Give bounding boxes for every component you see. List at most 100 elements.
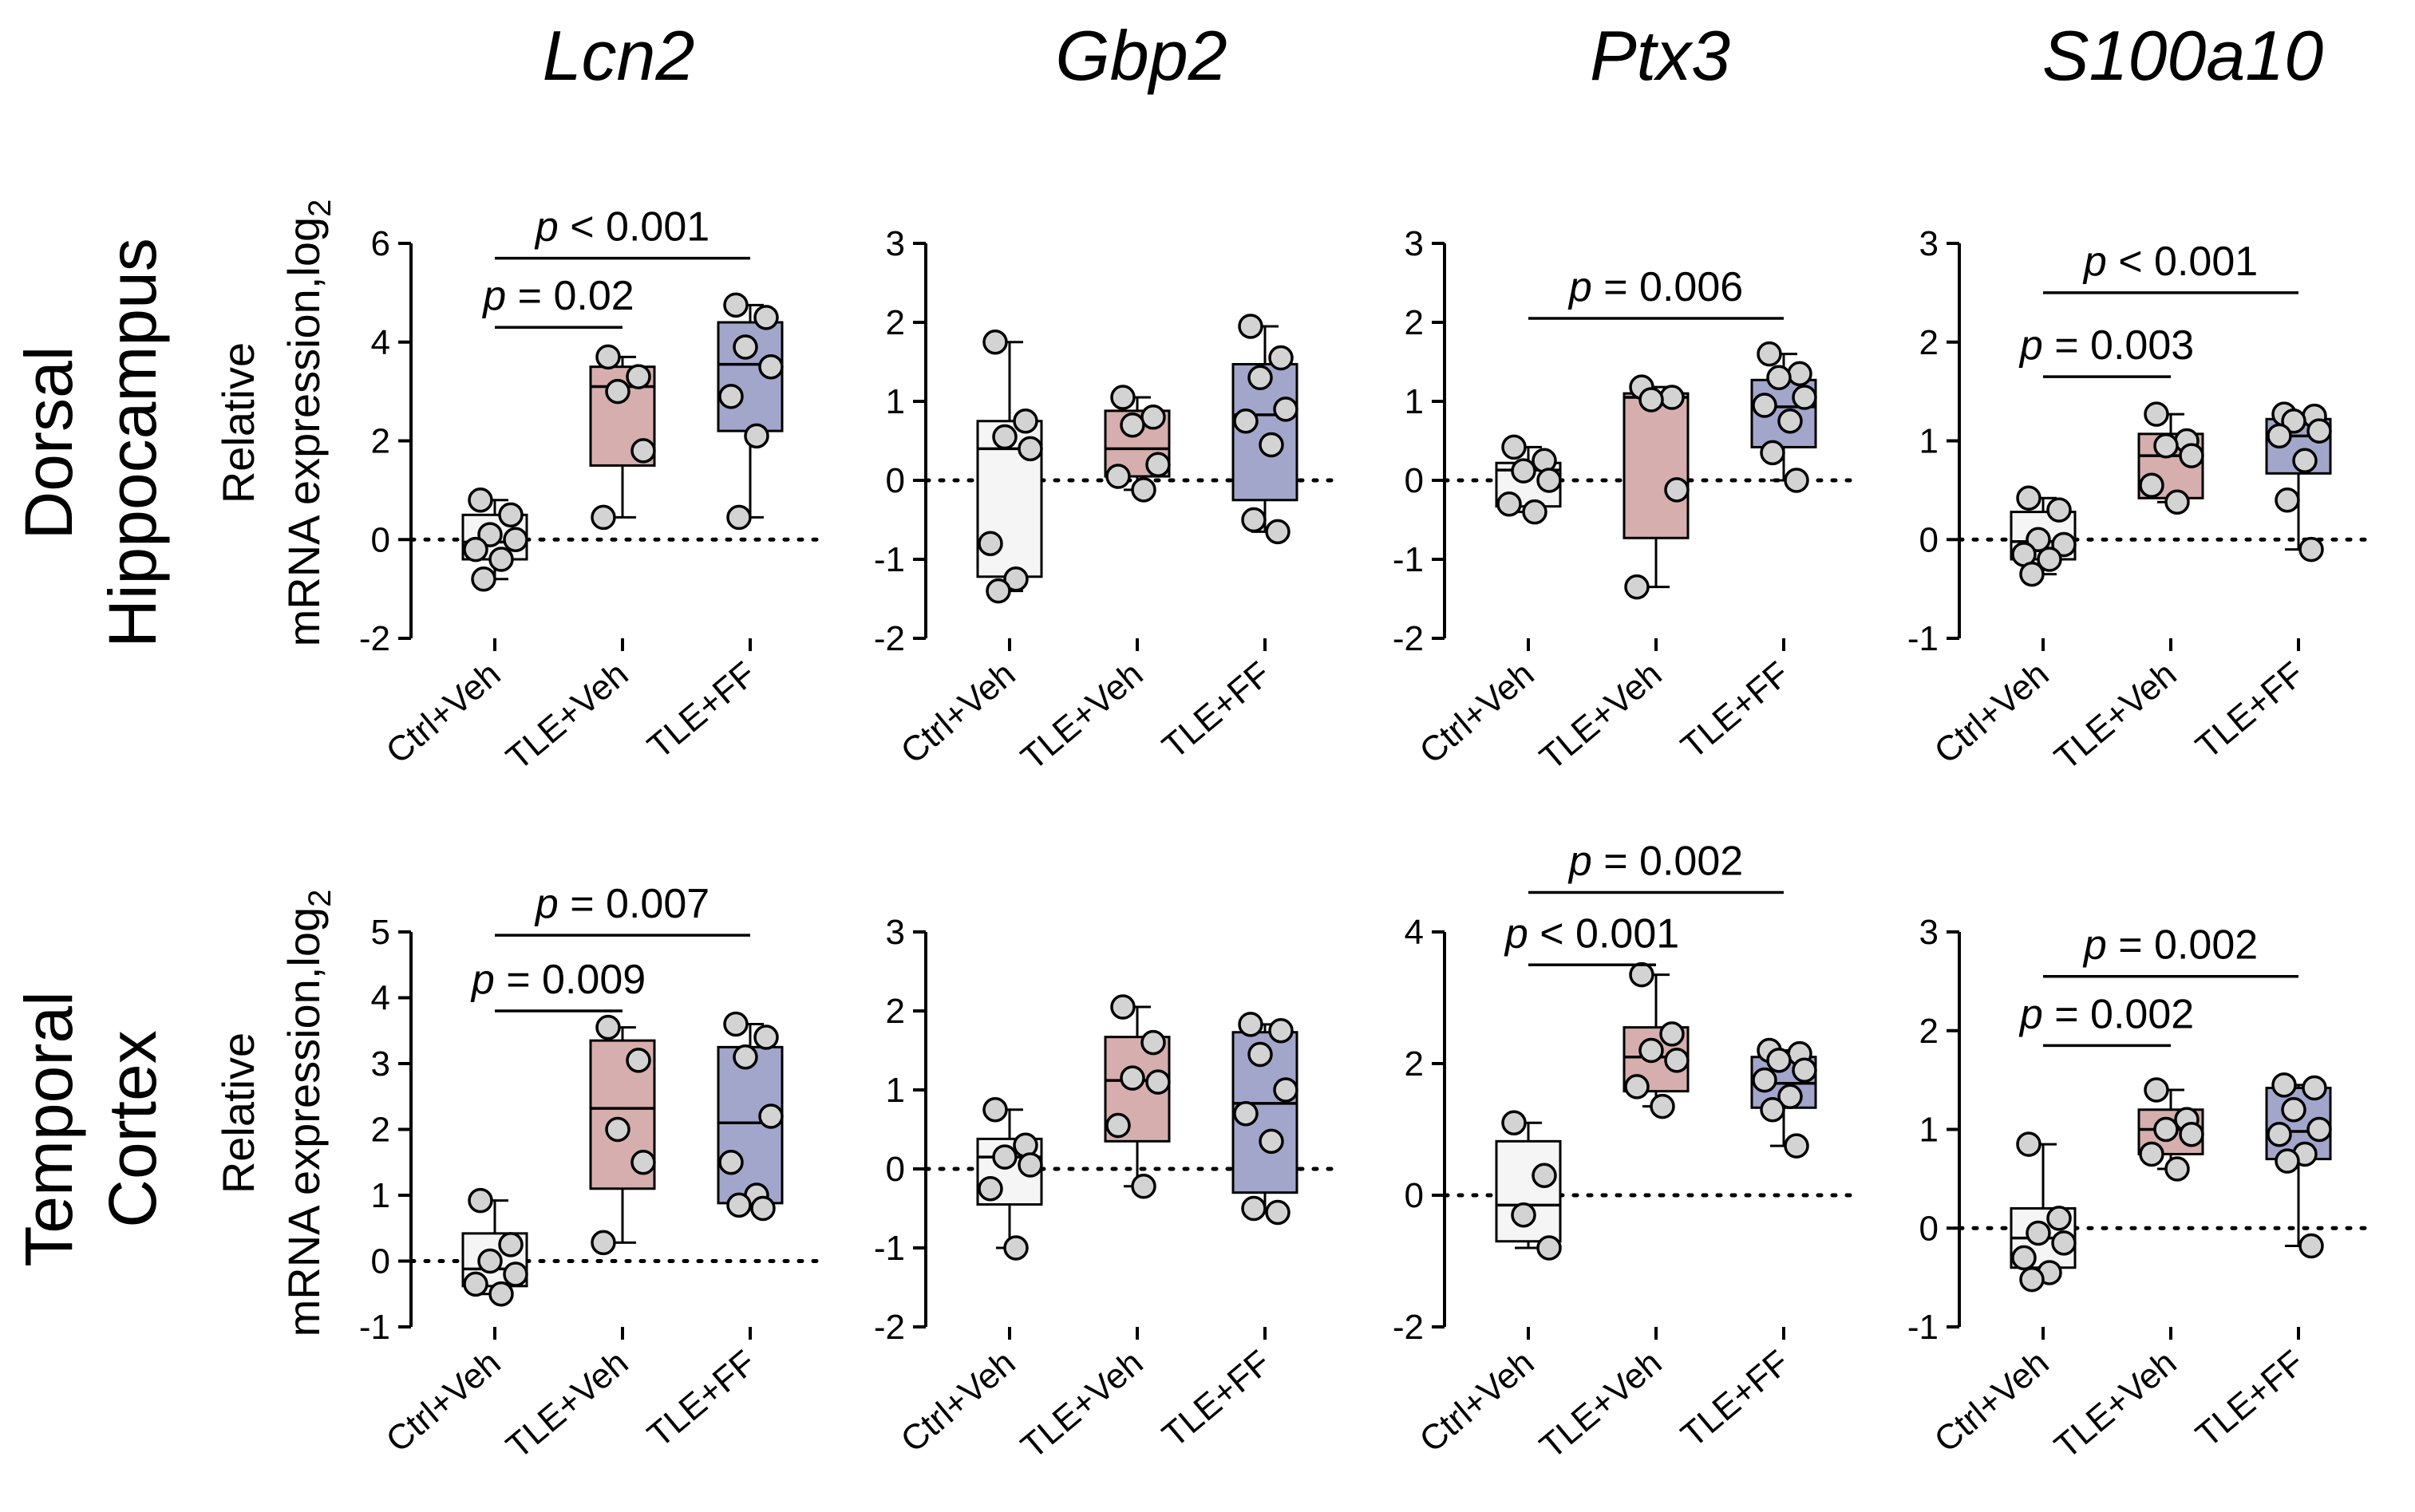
data-point (503, 1261, 528, 1287)
row-label-cortex: Cortex (95, 1030, 170, 1227)
x-tick-label-tle-veh: TLE+Veh (499, 1343, 635, 1467)
y-title-sub: 2 (302, 199, 338, 217)
box-group-tle-veh (2137, 1077, 2204, 1182)
y-tick-label: -2 (359, 619, 390, 658)
data-point (498, 502, 524, 528)
data-point (2153, 1116, 2179, 1143)
data-point (1273, 397, 1298, 422)
p-symbol: p (1567, 839, 1592, 885)
data-point (1241, 1195, 1267, 1222)
p-value-label: p = 0.002 (2082, 922, 2258, 969)
data-point (1511, 1202, 1536, 1228)
y-tick-label: 0 (1919, 520, 1939, 559)
row-label-temporal: Temporal (11, 991, 86, 1266)
data-point (2016, 1131, 2041, 1157)
p-value-label: p = 0.02 (481, 273, 634, 319)
data-point (1140, 1029, 1166, 1056)
row-label-dorsal: Dorsal (11, 346, 86, 540)
box-group-ctrl-veh (2010, 1131, 2077, 1293)
y-tick-label: 4 (371, 979, 390, 1018)
data-point (1757, 341, 1782, 367)
data-point (630, 438, 656, 464)
p-value-text: < 0.001 (559, 204, 709, 251)
x-tick-label-tle-veh: TLE+Veh (1014, 654, 1150, 778)
data-point (503, 527, 528, 552)
x-tick-label-ctrl-veh: Ctrl+Veh (379, 1343, 508, 1460)
y-tick-label: 2 (1405, 1044, 1424, 1084)
p-symbol: p (470, 957, 495, 1003)
y-tick-label: -1 (1907, 1308, 1939, 1347)
data-point (2292, 448, 2318, 473)
y-title-line2: mRNA expression,log2 (279, 890, 338, 1337)
data-point (591, 1230, 616, 1256)
data-point (982, 330, 1008, 355)
p-value-text: = 0.006 (1592, 264, 1743, 310)
data-point (2164, 489, 2190, 515)
data-point (468, 488, 493, 513)
x-tick-label-ctrl-veh: Ctrl+Veh (1413, 1343, 1542, 1460)
y-tick-label: 2 (371, 422, 390, 461)
y-tick-label: -2 (1393, 619, 1424, 658)
p-value-text: = 0.002 (2043, 991, 2194, 1037)
data-point (2011, 1245, 2037, 1271)
y-tick-label: -1 (874, 540, 905, 579)
box-group-tle-ff (1231, 1012, 1298, 1226)
data-point (1233, 1100, 1259, 1127)
box-group-tle-ff (2265, 1072, 2332, 1259)
data-point (1265, 1199, 1291, 1226)
data-point (1268, 1018, 1294, 1044)
p-value-text: = 0.002 (1592, 839, 1743, 885)
box-body (1495, 1139, 1562, 1243)
data-point (1659, 385, 1685, 410)
p-symbol: p (2018, 322, 2043, 369)
data-point (2051, 1230, 2077, 1256)
data-point (1792, 385, 1817, 410)
box-group-tle-veh (2137, 401, 2204, 515)
data-point (1105, 1112, 1131, 1139)
p-value-text: = 0.02 (506, 273, 634, 319)
data-point (2306, 1116, 2332, 1143)
data-point (1259, 1128, 1284, 1155)
y-tick-label: 0 (1919, 1209, 1939, 1248)
p-value-label: p = 0.007 (534, 881, 709, 927)
data-point (1238, 1012, 1263, 1037)
y-title-line2: mRNA expression,log2 (279, 199, 338, 647)
y-tick-label: 3 (371, 1044, 390, 1084)
x-tick-label-tle-veh: TLE+Veh (499, 654, 635, 778)
x-tick-label-tle-ff: TLE+FF (640, 1343, 763, 1455)
y-tick-label: 5 (371, 913, 390, 952)
data-point (992, 1144, 1018, 1170)
data-point (2281, 1097, 2306, 1123)
data-point (463, 536, 488, 563)
data-point (1145, 452, 1171, 477)
data-point (2267, 423, 2292, 449)
data-point (2153, 432, 2179, 459)
data-point (2026, 1220, 2051, 1246)
data-point (1664, 1048, 1690, 1073)
p-value-text: = 0.007 (559, 881, 709, 927)
y-tick-label: 1 (1405, 382, 1424, 421)
data-point (1501, 1110, 1527, 1135)
data-point (2046, 497, 2072, 523)
gene-title-lcn2: Lcn2 (543, 16, 695, 95)
data-point (2019, 561, 2045, 587)
box-group-ctrl-veh (1495, 1110, 1562, 1261)
p-symbol: p (2082, 239, 2107, 285)
data-point (1664, 477, 1690, 503)
data-point (1110, 385, 1136, 410)
y-tick-label: 3 (1405, 224, 1424, 263)
p-value-label: p = 0.003 (2018, 322, 2194, 369)
data-point (718, 384, 744, 409)
x-tick-label-tle-veh: TLE+Veh (2047, 1343, 2184, 1467)
box-group-tle-veh (1623, 961, 1690, 1119)
p-symbol: p (2018, 991, 2043, 1037)
data-point (2139, 1141, 2164, 1167)
p-value-label: p = 0.002 (1567, 839, 1743, 885)
y-tick-label: 2 (886, 992, 905, 1031)
y-tick-label: 0 (371, 520, 390, 559)
